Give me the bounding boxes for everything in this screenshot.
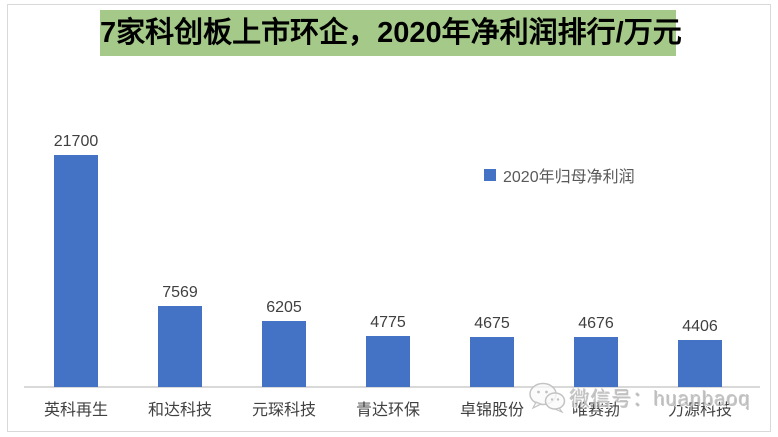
- bar-value-label: 4676: [578, 315, 614, 332]
- chart-title: 7家科创板上市环企，2020年净利润排行/万元: [100, 10, 682, 56]
- bar: [54, 155, 98, 387]
- bar: [470, 337, 514, 387]
- x-axis-line: [24, 386, 760, 388]
- legend-swatch-icon: [484, 169, 496, 181]
- category-label: 元琛科技: [251, 402, 316, 419]
- bar-value-label: 4675: [474, 315, 510, 332]
- category-label: 青达环保: [355, 402, 420, 419]
- category-label: 卓锦股份: [459, 402, 524, 419]
- category-label: 唯赛勃: [571, 402, 620, 419]
- bar-value-label: 7569: [162, 284, 198, 301]
- bar-value-label: 4775: [370, 314, 406, 331]
- bar-value-label: 4406: [682, 318, 718, 335]
- bar: [366, 336, 410, 387]
- bar: [678, 340, 722, 387]
- bar: [158, 306, 202, 387]
- category-label: 力源科技: [667, 402, 732, 419]
- bar: [262, 321, 306, 387]
- chart-legend: 2020年归母净利润: [484, 163, 635, 187]
- bar-value-label: 21700: [53, 133, 99, 150]
- bar-value-label: 6205: [266, 299, 302, 316]
- bar: [574, 337, 618, 387]
- category-label: 和达科技: [147, 402, 212, 419]
- legend-label: 2020年归母净利润: [503, 169, 635, 186]
- category-label: 英科再生: [43, 402, 108, 419]
